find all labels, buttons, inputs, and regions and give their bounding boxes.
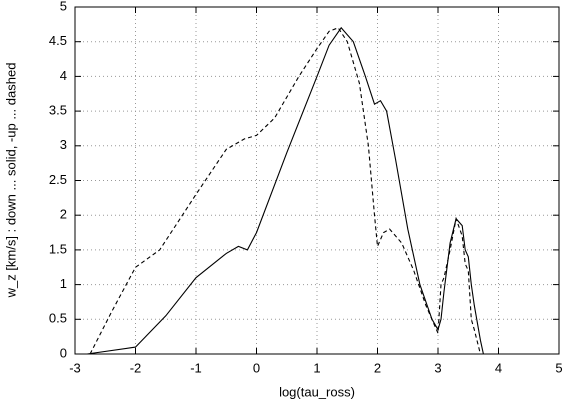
y-tick-label: 0.5 [49, 311, 67, 326]
x-tick-label: 5 [555, 360, 562, 375]
y-tick-label: 5 [60, 0, 67, 13]
x-tick-label: 3 [434, 360, 441, 375]
y-tick-label: 3.5 [49, 103, 67, 118]
y-tick-label: 3 [60, 137, 67, 152]
data-line [89, 27, 481, 355]
data-line [87, 26, 484, 355]
x-tick-label: -3 [69, 360, 81, 375]
x-tick-label: -1 [190, 360, 202, 375]
y-tick-label: 1 [60, 276, 67, 291]
y-tick-label: 0 [60, 345, 67, 360]
x-tick-label: 1 [313, 360, 320, 375]
y-axis-label: w_z [km/s] : down ... solid, -up ... das… [3, 63, 18, 299]
x-tick-label: 4 [495, 360, 502, 375]
y-tick-label: 2.5 [49, 172, 67, 187]
y-tick-label: 4 [60, 68, 67, 83]
x-tick-label: -2 [130, 360, 142, 375]
x-axis-label: log(tau_ross) [279, 384, 355, 399]
x-tick-label: 2 [374, 360, 381, 375]
x-tick-label: 0 [253, 360, 260, 375]
y-tick-label: 2 [60, 207, 67, 222]
y-tick-label: 4.5 [49, 33, 67, 48]
plot-frame [74, 6, 560, 355]
y-tick-label: 1.5 [49, 241, 67, 256]
